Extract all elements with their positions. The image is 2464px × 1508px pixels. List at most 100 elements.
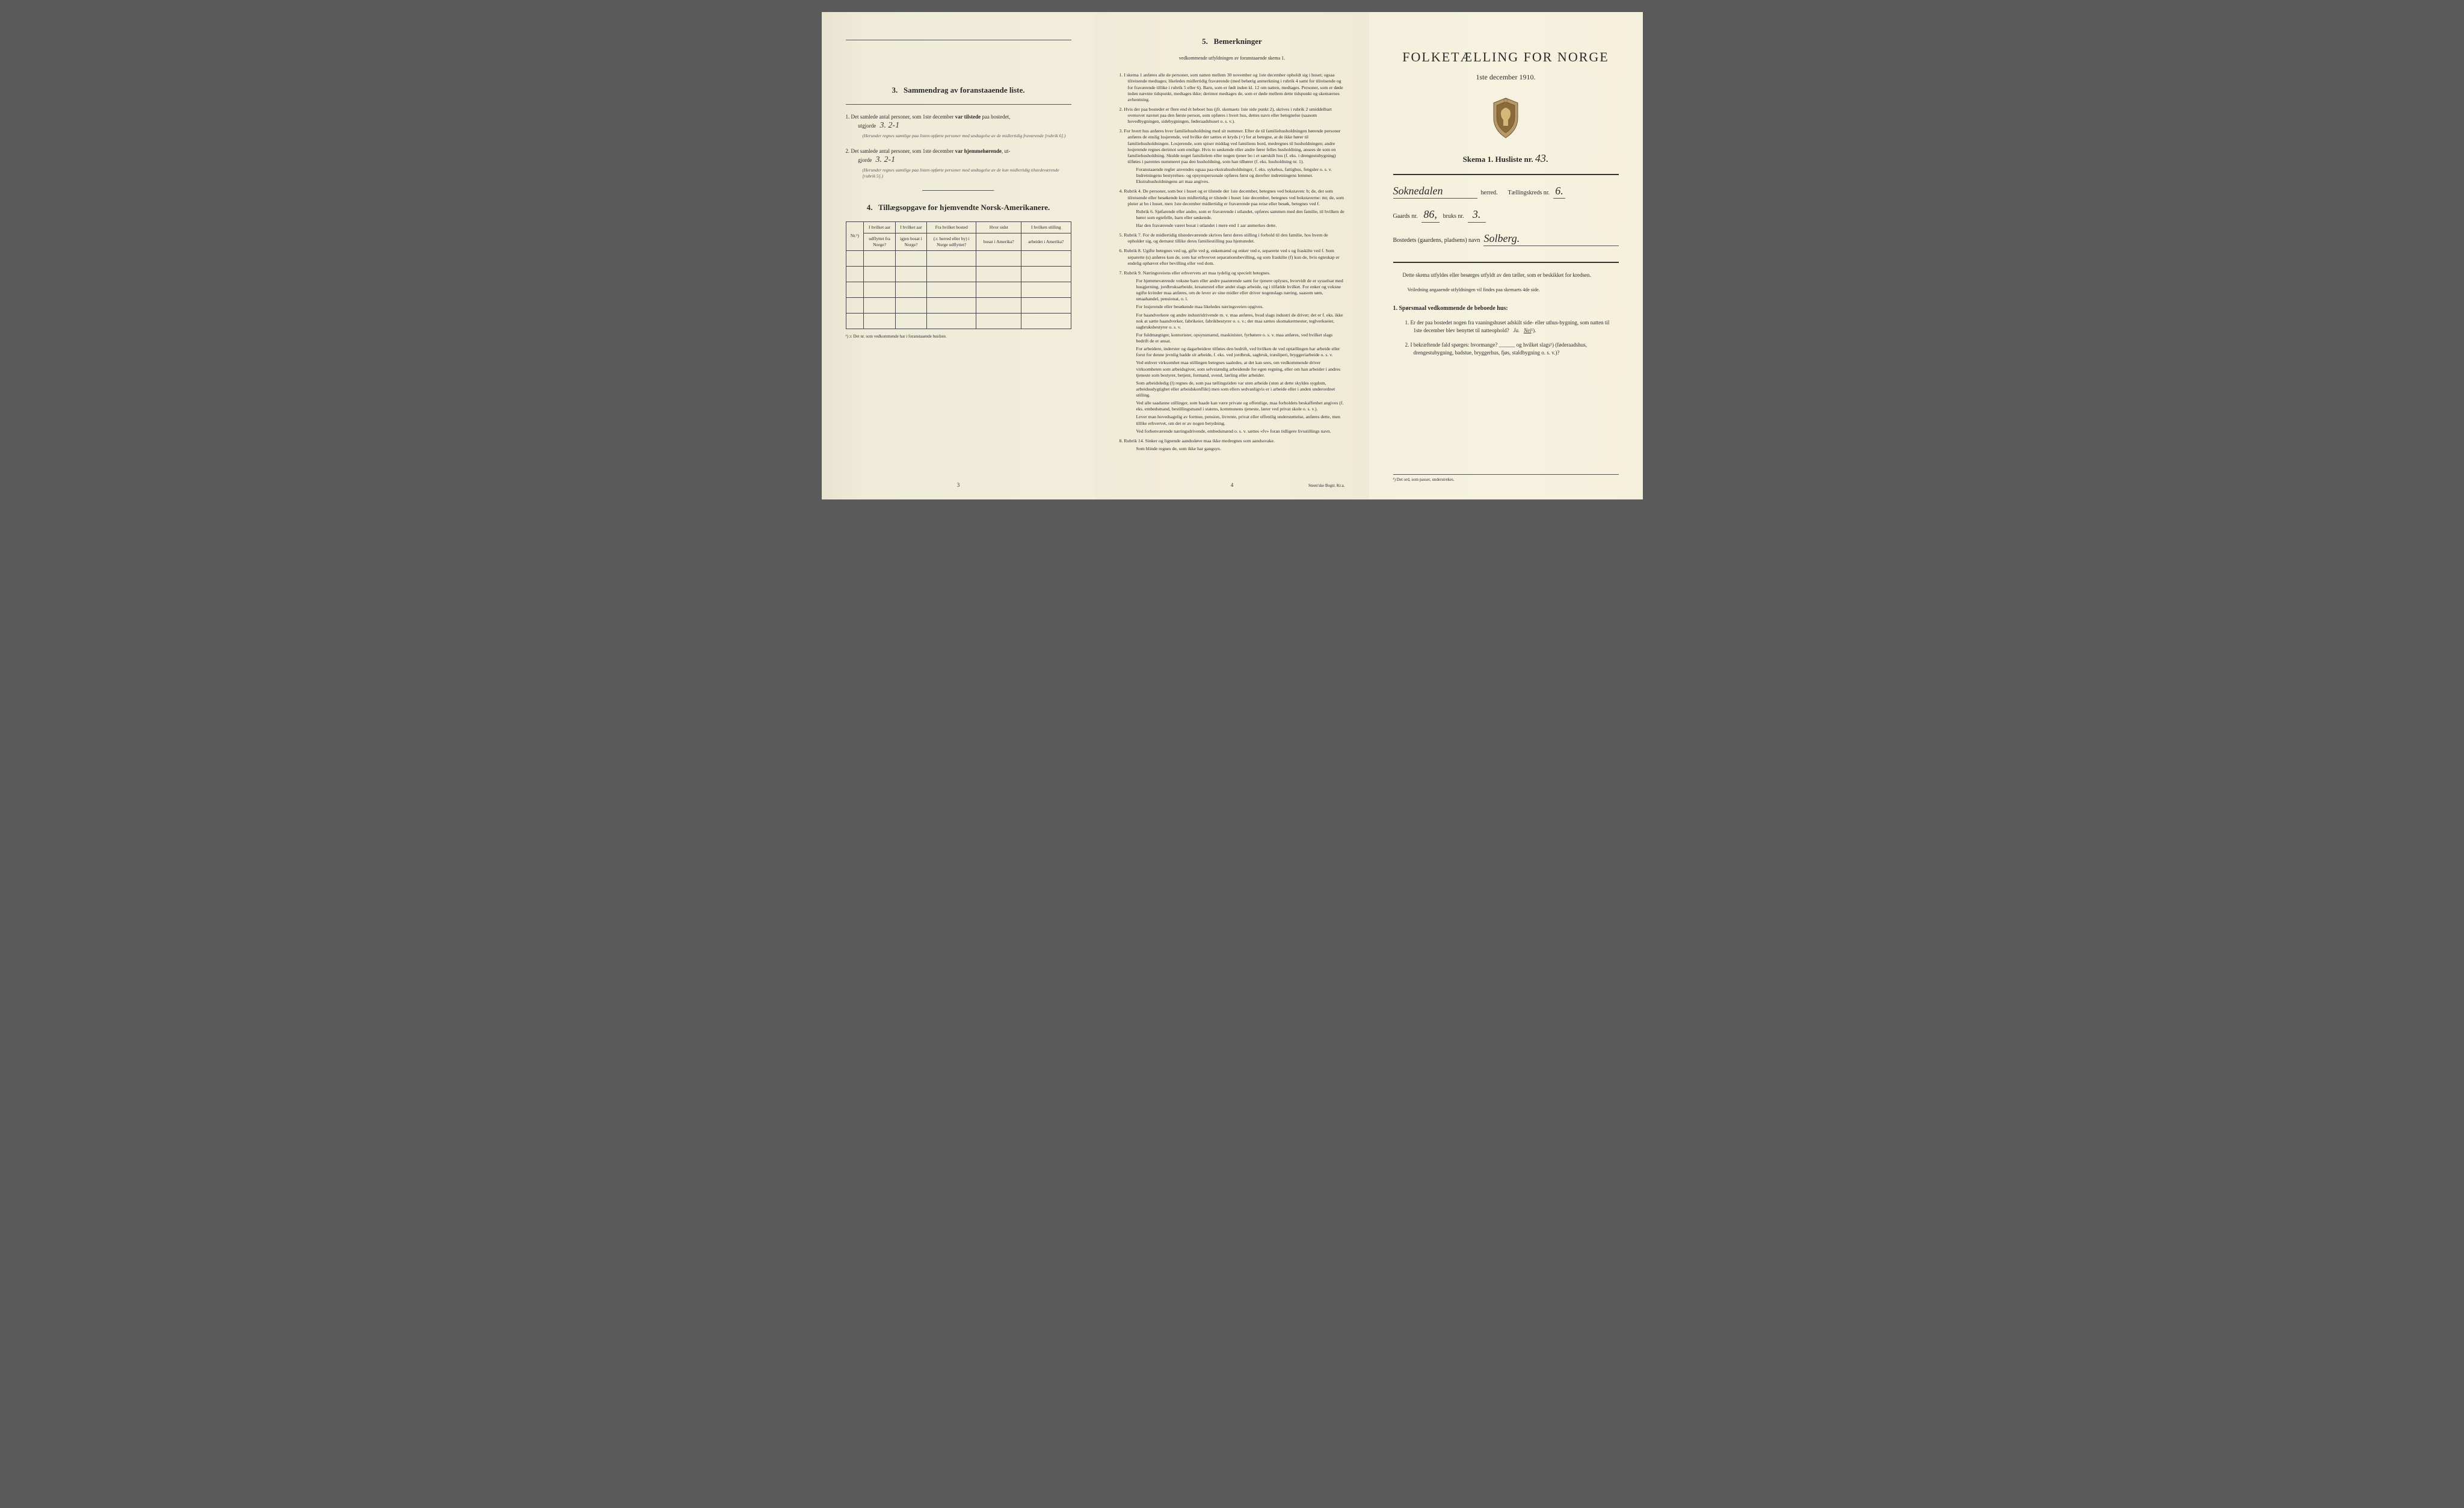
question-2: 2. I bekræftende fald spørges: hvormange… <box>1405 341 1619 357</box>
r3-num: 3. <box>1120 128 1123 134</box>
q2-text: I bekræftende fald spørges: hvormange? _… <box>1411 342 1587 356</box>
table-footnote: ¹) ɔ: Det nr. som vedkommende har i fora… <box>846 334 1071 339</box>
th-col2b: igjen bosat i Norge? <box>895 233 926 250</box>
remark-6: 6. Rubrik 8. Ugifte betegnes ved ug, gif… <box>1120 248 1345 266</box>
item2-fine-print: (Herunder regnes samtlige paa listen opf… <box>854 167 1071 179</box>
table-row <box>846 250 1071 266</box>
r1-text: I skema 1 anføres alle de personer, som … <box>1124 72 1343 102</box>
divider-rule <box>922 190 994 191</box>
r8b-text: Som blinde regnes de, som ikke har gangs… <box>1128 446 1345 452</box>
item1-utgjorde: utgjorde <box>858 123 876 129</box>
summary-item-1: 1. Det samlede antal personer, som 1ste … <box>846 113 1071 139</box>
th-col3b: (ɔ: herred eller by) i Norge udflyttet? <box>927 233 976 250</box>
bosted-line: Bostedets (gaardens, pladsens) navn Solb… <box>1393 231 1619 246</box>
gaards-nr: 86, <box>1421 207 1440 222</box>
printer-mark: Steen'ske Bogtr. Kr.a. <box>1308 483 1345 489</box>
item2-text-b: , ut- <box>1002 148 1011 154</box>
r4-num: 4. <box>1120 188 1123 194</box>
q1-sup: ¹). <box>1531 327 1536 333</box>
r7c-text: For losjerende eller besøkende maa likel… <box>1128 304 1345 310</box>
item1-num: 1. <box>846 114 850 120</box>
r2-text: Hvis der paa bostedet er flere end ét be… <box>1124 107 1332 124</box>
r4a-text: Rubrik 4. De personer, som bor i huset o… <box>1124 188 1344 206</box>
section-rule <box>846 104 1071 105</box>
taellingskreds-nr: 6. <box>1553 184 1565 199</box>
r8-num: 8. <box>1120 438 1123 443</box>
remark-1: 1. I skema 1 anføres alle de personer, s… <box>1120 72 1345 103</box>
th-col4a: Hvor sidst <box>976 221 1021 233</box>
taellingskreds-label: Tællingskreds nr. <box>1508 189 1550 197</box>
item1-text-b: paa bostedet, <box>981 114 1010 120</box>
page-4: 5. Bemerkninger vedkommende utfyldningen… <box>1095 12 1369 499</box>
section-5-text: Bemerkninger <box>1214 37 1262 46</box>
main-title: FOLKETÆLLING FOR NORGE <box>1393 48 1619 66</box>
herred-value: Soknedalen <box>1393 184 1477 199</box>
herred-line: Soknedalen herred. Tællingskreds nr. 6. <box>1393 184 1619 199</box>
r7a-text: Rubrik 9. Næringsveiens eller erhvervets… <box>1124 270 1270 276</box>
remarks-list: 1. I skema 1 anføres alle de personer, s… <box>1120 72 1345 452</box>
bruks-label: bruks nr. <box>1443 212 1464 221</box>
th-col3a: Fra hvilket bosted <box>927 221 976 233</box>
q1-text: Er der paa bostedet nogen fra vaaningshu… <box>1411 320 1610 334</box>
gaards-label: Gaards nr. <box>1393 212 1418 221</box>
th-col4b: bosat i Amerika? <box>976 233 1021 250</box>
q2-num: 2. <box>1405 342 1409 348</box>
item2-handwritten-value: 3. 2-1 <box>873 155 898 164</box>
th-col1a: I hvilket aar <box>864 221 895 233</box>
question-heading: 1. Spørsmaal vedkommende de beboede hus: <box>1393 304 1619 313</box>
mid-rule <box>1393 262 1619 263</box>
page-number: 3 <box>957 481 960 489</box>
r4c-text: Har den fraværende været bosat i utlande… <box>1128 223 1345 229</box>
page-number: 4 <box>1231 481 1234 489</box>
r7i-text: Ved alle saadanne stillinger, som baade … <box>1128 400 1345 412</box>
page-3: 3. Sammendrag av foranstaaende liste. 1.… <box>822 12 1095 499</box>
remark-7: 7. Rubrik 9. Næringsveiens eller erhverv… <box>1120 270 1345 434</box>
description-2: Veiledning angaaende utfyldningen vil fi… <box>1393 287 1619 294</box>
section-3-num: 3. <box>892 85 898 94</box>
subtitle: 1ste december 1910. <box>1393 72 1619 82</box>
r7k-text: Ved forhenværende næringsdrivende, embed… <box>1128 428 1345 434</box>
q-heading-num: 1. <box>1393 305 1398 312</box>
description-1: Dette skema utfyldes eller besørges utfy… <box>1393 271 1619 279</box>
bosted-label: Bostedets (gaardens, pladsens) navn <box>1393 236 1480 245</box>
title-rule <box>1393 174 1619 175</box>
section-3-text: Sammendrag av foranstaaende liste. <box>904 85 1025 94</box>
item1-fine-print: (Herunder regnes samtlige paa listen opf… <box>854 133 1071 139</box>
skema-label: Skema 1. Husliste nr. <box>1463 155 1533 164</box>
r1-num: 1. <box>1120 72 1123 78</box>
table-row <box>846 282 1071 297</box>
table-row <box>846 266 1071 282</box>
q-heading-text: Spørsmaal vedkommende de beboede hus: <box>1399 305 1508 312</box>
herred-label: herred. <box>1481 189 1498 197</box>
bosted-value: Solberg. <box>1483 231 1618 246</box>
section-4-num: 4. <box>867 203 873 212</box>
title-page: FOLKETÆLLING FOR NORGE 1ste december 191… <box>1369 12 1643 499</box>
r5-num: 5. <box>1120 232 1123 238</box>
table-header-row: Nr.¹) I hvilket aar I hvilket aar Fra hv… <box>846 221 1071 233</box>
remark-4: 4. Rubrik 4. De personer, som bor i huse… <box>1120 188 1345 229</box>
item1-bold: var tilstede <box>955 114 981 120</box>
remark-3: 3. For hvert hus anføres hver familiehus… <box>1120 128 1345 185</box>
section-4-title: 4. Tillægsopgave for hjemvendte Norsk-Am… <box>846 202 1071 213</box>
table-row <box>846 297 1071 313</box>
th-col5b: arbeidet i Amerika? <box>1021 233 1071 250</box>
table-header-row-2: udflyttet fra Norge? igjen bosat i Norge… <box>846 233 1071 250</box>
remark-2: 2. Hvis der paa bostedet er flere end ét… <box>1120 107 1345 125</box>
item1-text-a: Det samlede antal personer, som 1ste dec… <box>851 114 955 120</box>
item1-handwritten-value: 3. 2-1 <box>878 121 902 130</box>
th-nr: Nr.¹) <box>846 221 864 250</box>
gaard-line: Gaards nr. 86, bruks nr. 3. <box>1393 207 1619 222</box>
q1-ja: Ja. <box>1513 327 1520 333</box>
r7h-text: Som arbeidsledig (l) regnes de, som paa … <box>1128 380 1345 398</box>
q1-nei: Nei <box>1524 327 1532 333</box>
item2-text-a: Det samlede antal personer, som 1ste dec… <box>851 148 955 154</box>
question-1: 1. Er der paa bostedet nogen fra vaaning… <box>1405 319 1619 335</box>
th-col2a: I hvilket aar <box>895 221 926 233</box>
r7j-text: Lever man hovedsagelig av formue, pensio… <box>1128 414 1345 426</box>
r7b-text: For hjemmeværende voksne barn eller andr… <box>1128 278 1345 303</box>
item2-num: 2. <box>846 148 850 154</box>
page3-footnote: ¹) Det ord, som passer, understrekes. <box>1393 474 1619 483</box>
q1-num: 1. <box>1405 320 1409 326</box>
r3a-text: For hvert hus anføres hver familiehushol… <box>1124 128 1340 164</box>
remark-8: 8. Rubrik 14. Sinker og lignende aandssl… <box>1120 438 1345 452</box>
